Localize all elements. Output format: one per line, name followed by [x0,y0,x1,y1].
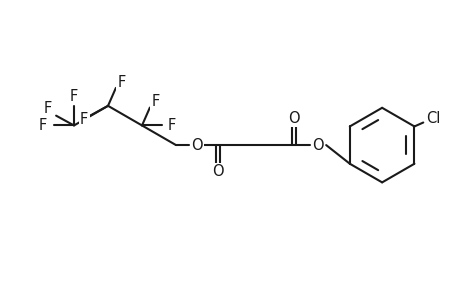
Text: F: F [39,118,47,133]
Text: F: F [151,94,160,109]
Text: F: F [167,118,175,133]
Text: O: O [287,111,299,126]
Text: F: F [70,88,78,104]
Text: O: O [312,138,324,153]
Text: O: O [190,138,202,153]
Text: F: F [118,74,126,89]
Text: Cl: Cl [425,111,439,126]
Text: O: O [212,164,224,179]
Text: F: F [43,101,51,116]
Text: F: F [80,112,88,127]
